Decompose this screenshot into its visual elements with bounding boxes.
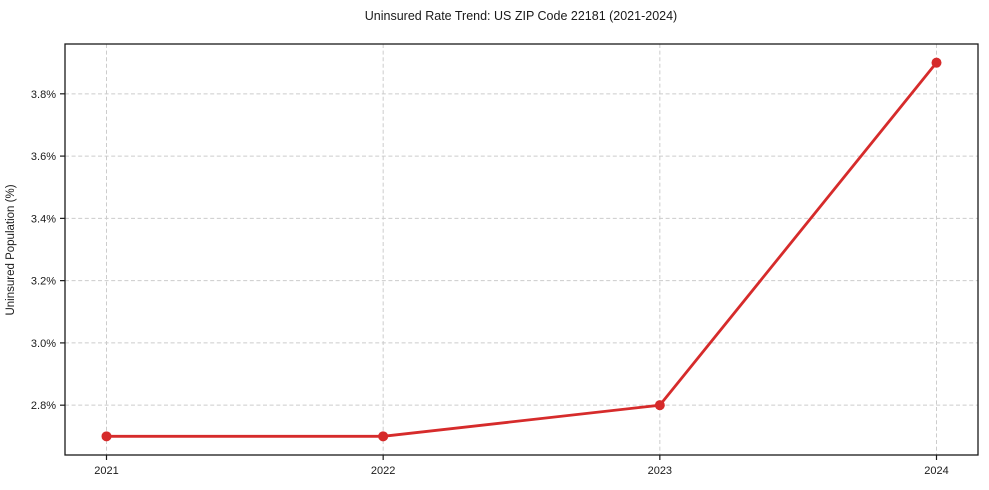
y-tick-label: 3.4% (31, 213, 56, 225)
y-tick-label: 3.2% (31, 276, 56, 288)
trend-line (105, 61, 938, 438)
y-tick-label: 3.0% (31, 338, 56, 350)
plot-border (64, 43, 979, 456)
y-tick-label: 3.8% (31, 89, 56, 101)
data-point-2022 (378, 431, 389, 442)
x-tick-label: 2024 (924, 465, 948, 477)
data-point-2021 (101, 431, 112, 442)
x-tick-label: 2021 (94, 465, 118, 477)
trend-line-series (101, 57, 942, 442)
data-point-2024 (931, 57, 942, 68)
chart-title: Uninsured Rate Trend: US ZIP Code 22181 … (365, 9, 677, 23)
y-tick-label: 2.8% (31, 400, 56, 412)
x-tick-label: 2023 (648, 465, 672, 477)
x-tick-label: 2022 (371, 465, 395, 477)
y-tick-label: 3.6% (31, 151, 56, 163)
data-point-2023 (654, 400, 665, 411)
gridlines (65, 44, 978, 455)
y-axis-label: Uninsured Population (%) (5, 184, 17, 315)
axes: 2.8% 3.0% 3.2% 3.4% 3.6% 3.8% 2021 2022 2023 2024 (31, 43, 979, 477)
